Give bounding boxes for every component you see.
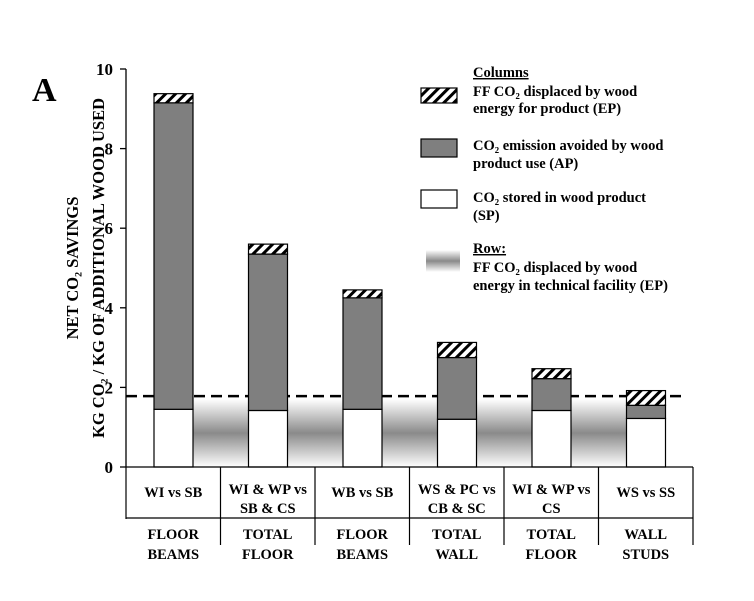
group-label: TOTAL xyxy=(243,527,293,543)
row-ep-band xyxy=(476,399,532,467)
group-label: BEAMS xyxy=(336,547,388,563)
category-labels: WI vs SB WI & WP vs SB & CS WB vs SB WS & PC… xyxy=(144,482,675,563)
y-tick-label: 2 xyxy=(105,378,114,397)
category-tick-label: WI & WP vs xyxy=(512,482,591,498)
y-axis-label-line-1: NET CO₂ SAVINGS xyxy=(63,197,82,340)
bar-ep xyxy=(436,341,478,359)
legend-row-title: Row: xyxy=(473,241,506,257)
bar-group xyxy=(153,93,667,468)
category-tick-label: CS xyxy=(542,501,561,517)
group-label: TOTAL xyxy=(527,527,577,543)
y-tick-label: 10 xyxy=(96,60,113,79)
bar-ap xyxy=(531,378,572,412)
bar-ep xyxy=(153,93,194,104)
y-tick-labels: 0 2 4 6 8 10 xyxy=(96,60,114,477)
category-tick-label: WI vs SB xyxy=(144,485,202,501)
legend-swatch-ap xyxy=(420,138,458,158)
legend-row-text: energy in technical facility (EP) xyxy=(473,278,668,294)
legend-columns-title: Columns xyxy=(473,65,529,81)
y-tick-label: 8 xyxy=(105,140,114,159)
group-label: FLOOR xyxy=(242,547,294,563)
bar-ep xyxy=(247,243,289,255)
y-tick-label: 0 xyxy=(105,458,114,477)
category-tick-label: WS vs SS xyxy=(616,485,675,501)
y-tick-label: 6 xyxy=(105,219,114,238)
axes xyxy=(120,68,694,545)
row-ep-band xyxy=(287,399,343,467)
category-tick-label: SB & CS xyxy=(240,501,296,517)
group-label: STUDS xyxy=(622,547,669,563)
legend-sp-text: CO₂ stored in wood product xyxy=(473,190,646,206)
legend-swatch-sp xyxy=(420,189,458,209)
group-label: BEAMS xyxy=(147,547,199,563)
bar-ep xyxy=(625,389,667,406)
row-ep-band xyxy=(382,399,438,467)
bar-sp xyxy=(436,418,478,468)
legend-swatch-ep xyxy=(420,87,458,104)
legend-swatch-row xyxy=(426,250,460,272)
bar-sp xyxy=(342,408,383,468)
legend-ep-text: energy for product (EP) xyxy=(473,101,621,117)
bar-ap xyxy=(342,297,383,410)
group-label: TOTAL xyxy=(432,527,482,543)
legend-row-text: FF CO₂ displaced by wood xyxy=(473,260,637,276)
group-label: WALL xyxy=(435,547,478,563)
bar-ap xyxy=(153,102,194,410)
legend-ap-text: CO₂ emission avoided by wood xyxy=(473,138,663,154)
group-label: FLOOR xyxy=(336,527,388,543)
bar-ep xyxy=(342,289,383,299)
category-tick-label: CB & SC xyxy=(428,501,486,517)
panel-label: A xyxy=(32,72,57,109)
row-ep-band xyxy=(193,399,249,467)
bar-ap xyxy=(247,253,289,412)
category-tick-label: WB vs SB xyxy=(331,485,393,501)
legend-ap-text: product use (AP) xyxy=(473,156,578,172)
bar-sp xyxy=(531,409,572,468)
category-tick-label: WI & WP vs xyxy=(229,482,308,498)
category-tick-label: WS & PC vs xyxy=(418,482,496,498)
row-ep-band xyxy=(571,399,627,467)
y-axis-label: NET CO₂ SAVINGS KG CO₂ / KG OF ADDITIONA… xyxy=(63,98,108,438)
row-ep-band-group xyxy=(126,394,683,467)
bar-sp xyxy=(247,409,289,468)
group-label: FLOOR xyxy=(147,527,199,543)
bar-sp xyxy=(625,417,667,468)
legend-sp-text: (SP) xyxy=(473,208,500,224)
bar-ep xyxy=(531,368,572,380)
group-label: WALL xyxy=(624,527,667,543)
bar-sp xyxy=(153,408,194,468)
y-tick-label: 4 xyxy=(105,299,114,318)
bar-ap xyxy=(436,356,478,420)
group-label: FLOOR xyxy=(525,547,577,563)
bar-ap xyxy=(625,404,667,420)
legend-ep-text: FF CO₂ displaced by wood xyxy=(473,84,637,100)
y-axis-label-line-2: KG CO₂ / KG OF ADDITIONAL WOOD USED xyxy=(89,98,108,438)
